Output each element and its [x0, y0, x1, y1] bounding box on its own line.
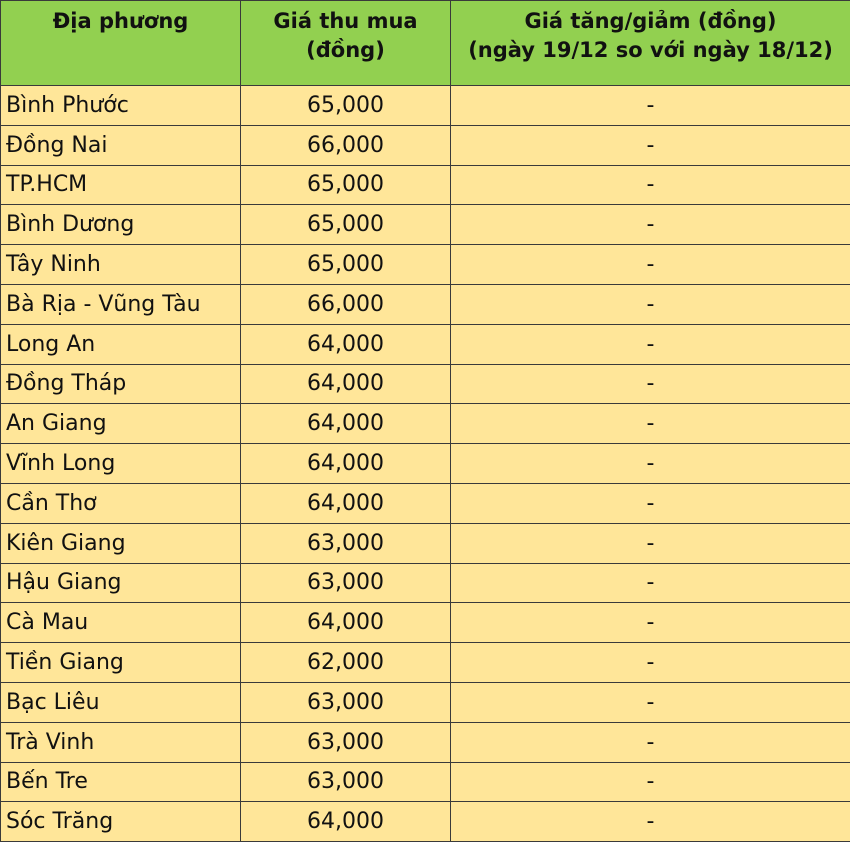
change-cell: - — [451, 324, 850, 364]
price-cell: 64,000 — [241, 404, 451, 444]
locality-cell: Vĩnh Long — [1, 444, 241, 484]
change-cell: - — [451, 722, 850, 762]
price-cell: 63,000 — [241, 563, 451, 603]
price-cell: 65,000 — [241, 245, 451, 285]
locality-cell: Cà Mau — [1, 603, 241, 643]
change-cell: - — [451, 682, 850, 722]
price-cell: 64,000 — [241, 483, 451, 523]
header-locality: Địa phương — [1, 1, 241, 86]
price-cell: 63,000 — [241, 523, 451, 563]
change-cell: - — [451, 364, 850, 404]
header-change-line1: Giá tăng/giảm (đồng) — [524, 9, 776, 33]
change-cell: - — [451, 404, 850, 444]
locality-cell: Tây Ninh — [1, 245, 241, 285]
change-cell: - — [451, 245, 850, 285]
locality-cell: Bình Phước — [1, 86, 241, 126]
change-cell: - — [451, 165, 850, 205]
header-purchase-price: Giá thu mua (đồng) — [241, 1, 451, 86]
locality-cell: Đồng Tháp — [1, 364, 241, 404]
price-cell: 62,000 — [241, 643, 451, 683]
price-cell: 65,000 — [241, 86, 451, 126]
price-cell: 64,000 — [241, 603, 451, 643]
locality-cell: Cần Thơ — [1, 483, 241, 523]
locality-cell: Bình Dương — [1, 205, 241, 245]
locality-cell: Bến Tre — [1, 762, 241, 802]
change-cell: - — [451, 563, 850, 603]
header-change-line2: (ngày 19/12 so với ngày 18/12) — [468, 38, 833, 62]
price-cell: 64,000 — [241, 444, 451, 484]
price-cell: 66,000 — [241, 284, 451, 324]
locality-cell: Sóc Trăng — [1, 802, 241, 842]
change-cell: - — [451, 603, 850, 643]
change-cell: - — [451, 205, 850, 245]
change-cell: - — [451, 86, 850, 126]
locality-cell: Long An — [1, 324, 241, 364]
locality-cell: An Giang — [1, 404, 241, 444]
change-cell: - — [451, 643, 850, 683]
price-cell: 64,000 — [241, 324, 451, 364]
price-cell: 66,000 — [241, 125, 451, 165]
header-price-line2: (đồng) — [306, 38, 385, 62]
change-cell: - — [451, 125, 850, 165]
change-cell: - — [451, 284, 850, 324]
locality-cell: Đồng Nai — [1, 125, 241, 165]
change-cell: - — [451, 802, 850, 842]
change-cell: - — [451, 483, 850, 523]
locality-cell: Tiền Giang — [1, 643, 241, 683]
price-cell: 63,000 — [241, 682, 451, 722]
locality-cell: Hậu Giang — [1, 563, 241, 603]
price-cell: 65,000 — [241, 205, 451, 245]
locality-cell: Bà Rịa - Vũng Tàu — [1, 284, 241, 324]
price-cell: 64,000 — [241, 802, 451, 842]
price-cell: 64,000 — [241, 364, 451, 404]
change-cell: - — [451, 523, 850, 563]
price-cell: 65,000 — [241, 165, 451, 205]
price-cell: 63,000 — [241, 762, 451, 802]
locality-cell: Bạc Liêu — [1, 682, 241, 722]
header-price-line1: Giá thu mua — [273, 9, 417, 33]
header-row: Địa phương Giá thu mua (đồng) Giá tăng/gi… — [1, 1, 850, 86]
header-price-change: Giá tăng/giảm (đồng) (ngày 19/12 so với n… — [451, 1, 850, 86]
locality-cell: Trà Vinh — [1, 722, 241, 762]
change-cell: - — [451, 444, 850, 484]
locality-cell: TP.HCM — [1, 165, 241, 205]
price-cell: 63,000 — [241, 722, 451, 762]
locality-cell: Kiên Giang — [1, 523, 241, 563]
change-cell: - — [451, 762, 850, 802]
header-locality-text: Địa phương — [53, 9, 189, 33]
